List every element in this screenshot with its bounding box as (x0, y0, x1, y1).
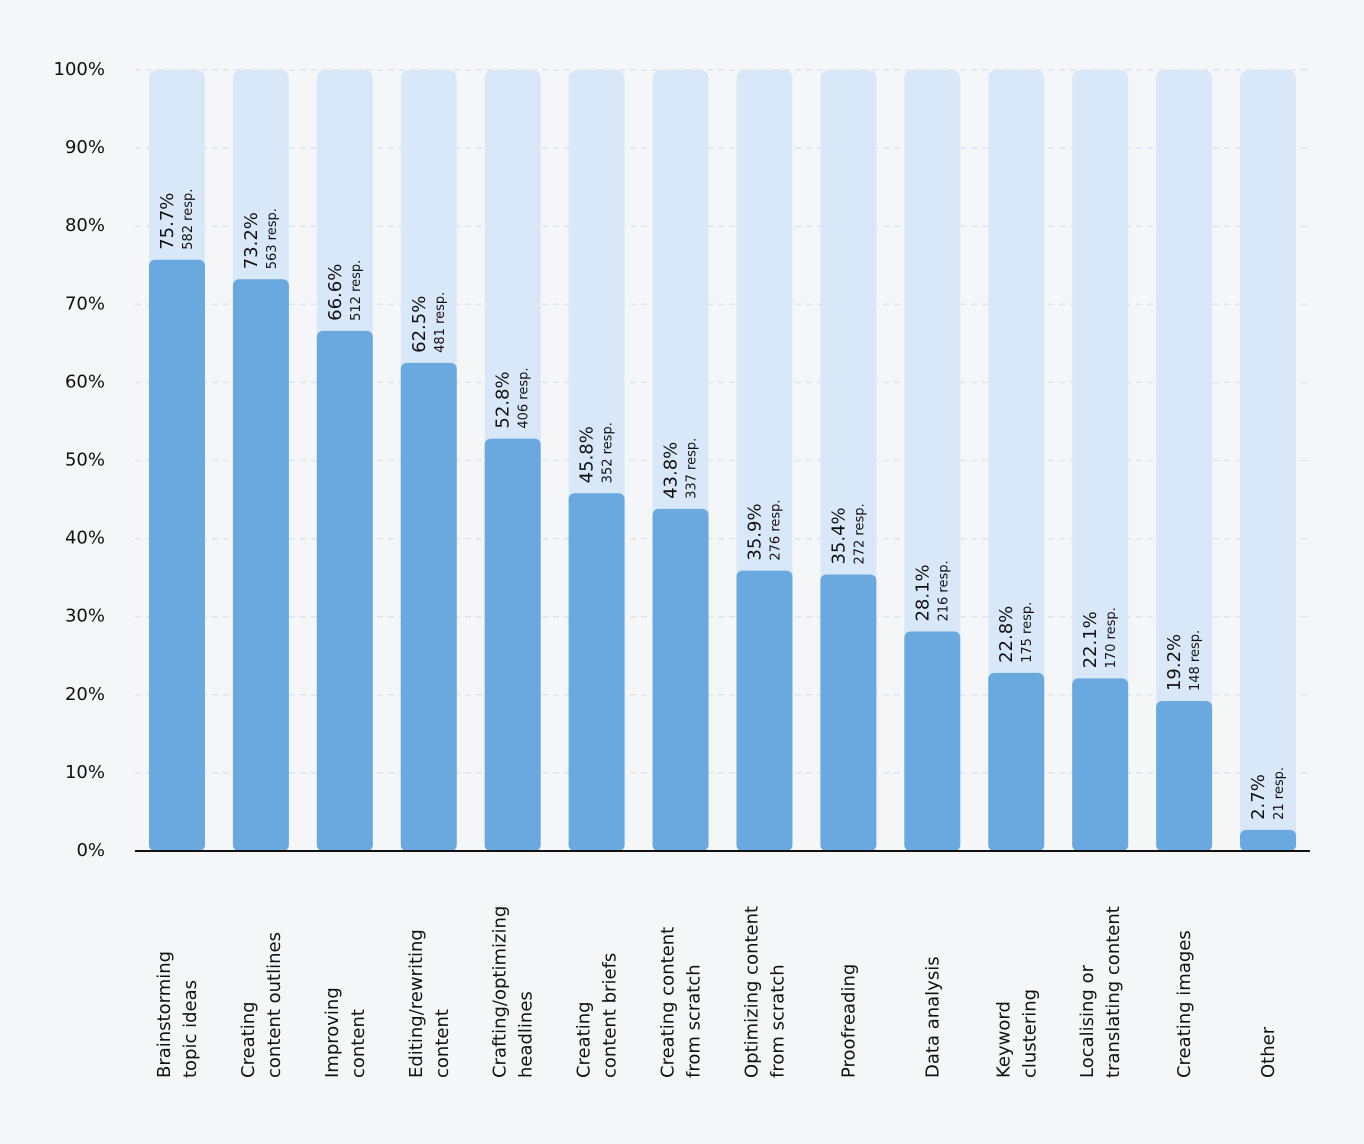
value-label: 75.7% (157, 193, 178, 250)
bar (820, 574, 877, 851)
response-label: 337 resp. (685, 438, 700, 499)
response-label: 582 resp. (181, 189, 196, 250)
bar (1156, 701, 1213, 851)
x-tick-label: Keyword (993, 1001, 1014, 1078)
x-tick-label: Creating (574, 1001, 595, 1078)
bar (400, 362, 457, 851)
response-label: 276 resp. (768, 499, 783, 560)
value-label: 45.8% (577, 426, 598, 483)
x-tick-label: Optimizing content (741, 906, 762, 1078)
x-tick-label: headlines (516, 991, 537, 1078)
x-tick-label: Data analysis (922, 956, 943, 1078)
value-label: 52.8% (493, 371, 514, 428)
y-tick-label: 50% (65, 450, 105, 471)
x-tick-label: content (432, 1009, 453, 1078)
response-label: 512 resp. (349, 260, 364, 321)
x-tick-label: content outlines (264, 932, 285, 1078)
bar-track (988, 70, 1045, 851)
x-tick-label: from scratch (767, 964, 788, 1078)
y-tick-label: 20% (65, 684, 105, 705)
x-tick-label: translating content (1103, 906, 1124, 1078)
x-tick-label: Creating content (658, 927, 679, 1078)
response-label: 406 resp. (517, 367, 532, 428)
y-tick-label: 60% (65, 371, 105, 392)
y-tick-label: 30% (65, 606, 105, 627)
bar (988, 672, 1045, 851)
bar (736, 570, 793, 851)
value-label: 73.2% (241, 212, 262, 269)
y-tick-label: 100% (54, 59, 105, 80)
bar-track (1072, 70, 1129, 851)
x-tick-label: Improving (322, 987, 343, 1078)
value-label: 43.8% (661, 442, 682, 499)
bar (652, 508, 709, 851)
bar (148, 259, 205, 852)
y-tick-label: 40% (65, 528, 105, 549)
x-tick-label: from scratch (684, 964, 705, 1078)
value-label: 66.6% (325, 264, 346, 321)
bar (316, 330, 373, 851)
response-label: 272 resp. (852, 503, 867, 564)
x-tick-label: topic ideas (180, 980, 201, 1078)
value-label: 28.1% (912, 564, 933, 621)
x-tick-label: content (348, 1009, 369, 1078)
x-tick-label: Crafting/optimizing (490, 906, 511, 1078)
value-label: 2.7% (1248, 774, 1269, 820)
bars (148, 70, 1297, 852)
x-tick-label: Proofreading (838, 964, 859, 1078)
x-tick-label: Localising or (1077, 964, 1098, 1078)
y-tick-label: 80% (65, 215, 105, 236)
response-label: 175 resp. (1020, 602, 1035, 663)
x-tick-label: clustering (1019, 989, 1040, 1078)
value-label: 19.2% (1164, 634, 1185, 691)
x-tick-label: Creating (238, 1001, 259, 1078)
response-label: 148 resp. (1188, 630, 1203, 691)
value-label: 35.9% (744, 503, 765, 560)
x-tick-label: Editing/rewriting (406, 929, 427, 1078)
value-label: 22.1% (1080, 611, 1101, 668)
bar (232, 279, 289, 852)
bar (568, 493, 625, 851)
response-label: 170 resp. (1104, 607, 1119, 668)
response-label: 563 resp. (265, 208, 280, 269)
response-label: 216 resp. (936, 560, 951, 621)
x-tick-label: Brainstorming (154, 951, 175, 1078)
y-tick-label: 0% (76, 840, 105, 861)
bar-track (1156, 70, 1213, 851)
value-label: 22.8% (996, 606, 1017, 663)
y-tick-label: 10% (65, 762, 105, 783)
response-label: 352 resp. (601, 422, 616, 483)
bar-track (1240, 70, 1297, 851)
bar (1072, 678, 1129, 851)
x-tick-label: Creating images (1174, 930, 1195, 1078)
x-tick-label: Other (1258, 1026, 1279, 1078)
response-label: 481 resp. (433, 292, 448, 353)
bar (904, 631, 961, 851)
x-tick-label: content briefs (600, 953, 621, 1078)
response-label: 21 resp. (1272, 767, 1287, 820)
value-label: 62.5% (409, 296, 430, 353)
y-tick-label: 70% (65, 293, 105, 314)
bar (1240, 829, 1297, 851)
y-tick-label: 90% (65, 137, 105, 158)
bar (484, 438, 541, 851)
value-label: 35.4% (828, 507, 849, 564)
